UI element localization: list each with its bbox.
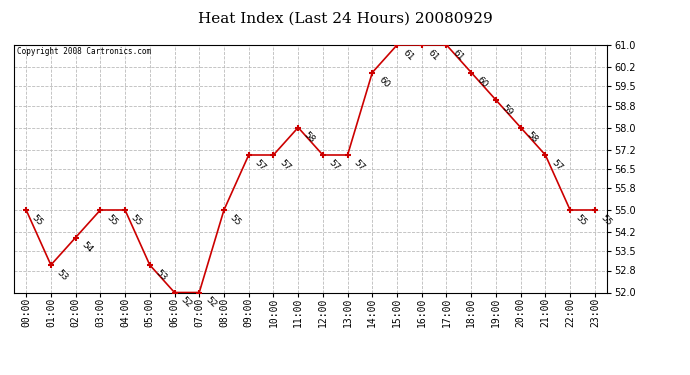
Text: 57: 57 (549, 158, 564, 172)
Text: 61: 61 (451, 48, 465, 62)
Text: 55: 55 (228, 213, 243, 227)
Text: 59: 59 (500, 103, 515, 117)
Text: 57: 57 (277, 158, 292, 172)
Text: 60: 60 (377, 75, 391, 90)
Text: 60: 60 (475, 75, 490, 90)
Text: 57: 57 (253, 158, 267, 172)
Text: 61: 61 (426, 48, 440, 62)
Text: 53: 53 (55, 268, 70, 282)
Text: 55: 55 (104, 213, 119, 227)
Text: 61: 61 (401, 48, 415, 62)
Text: 58: 58 (525, 130, 540, 145)
Text: 55: 55 (574, 213, 589, 227)
Text: 55: 55 (129, 213, 144, 227)
Text: 54: 54 (80, 240, 95, 255)
Text: 53: 53 (154, 268, 168, 282)
Text: Heat Index (Last 24 Hours) 20080929: Heat Index (Last 24 Hours) 20080929 (197, 11, 493, 25)
Text: 52: 52 (204, 295, 218, 310)
Text: 58: 58 (302, 130, 317, 145)
Text: 52: 52 (179, 295, 193, 310)
Text: 57: 57 (327, 158, 342, 172)
Text: 55: 55 (30, 213, 45, 227)
Text: 55: 55 (599, 213, 613, 227)
Text: Copyright 2008 Cartronics.com: Copyright 2008 Cartronics.com (17, 48, 151, 57)
Text: 57: 57 (352, 158, 366, 172)
